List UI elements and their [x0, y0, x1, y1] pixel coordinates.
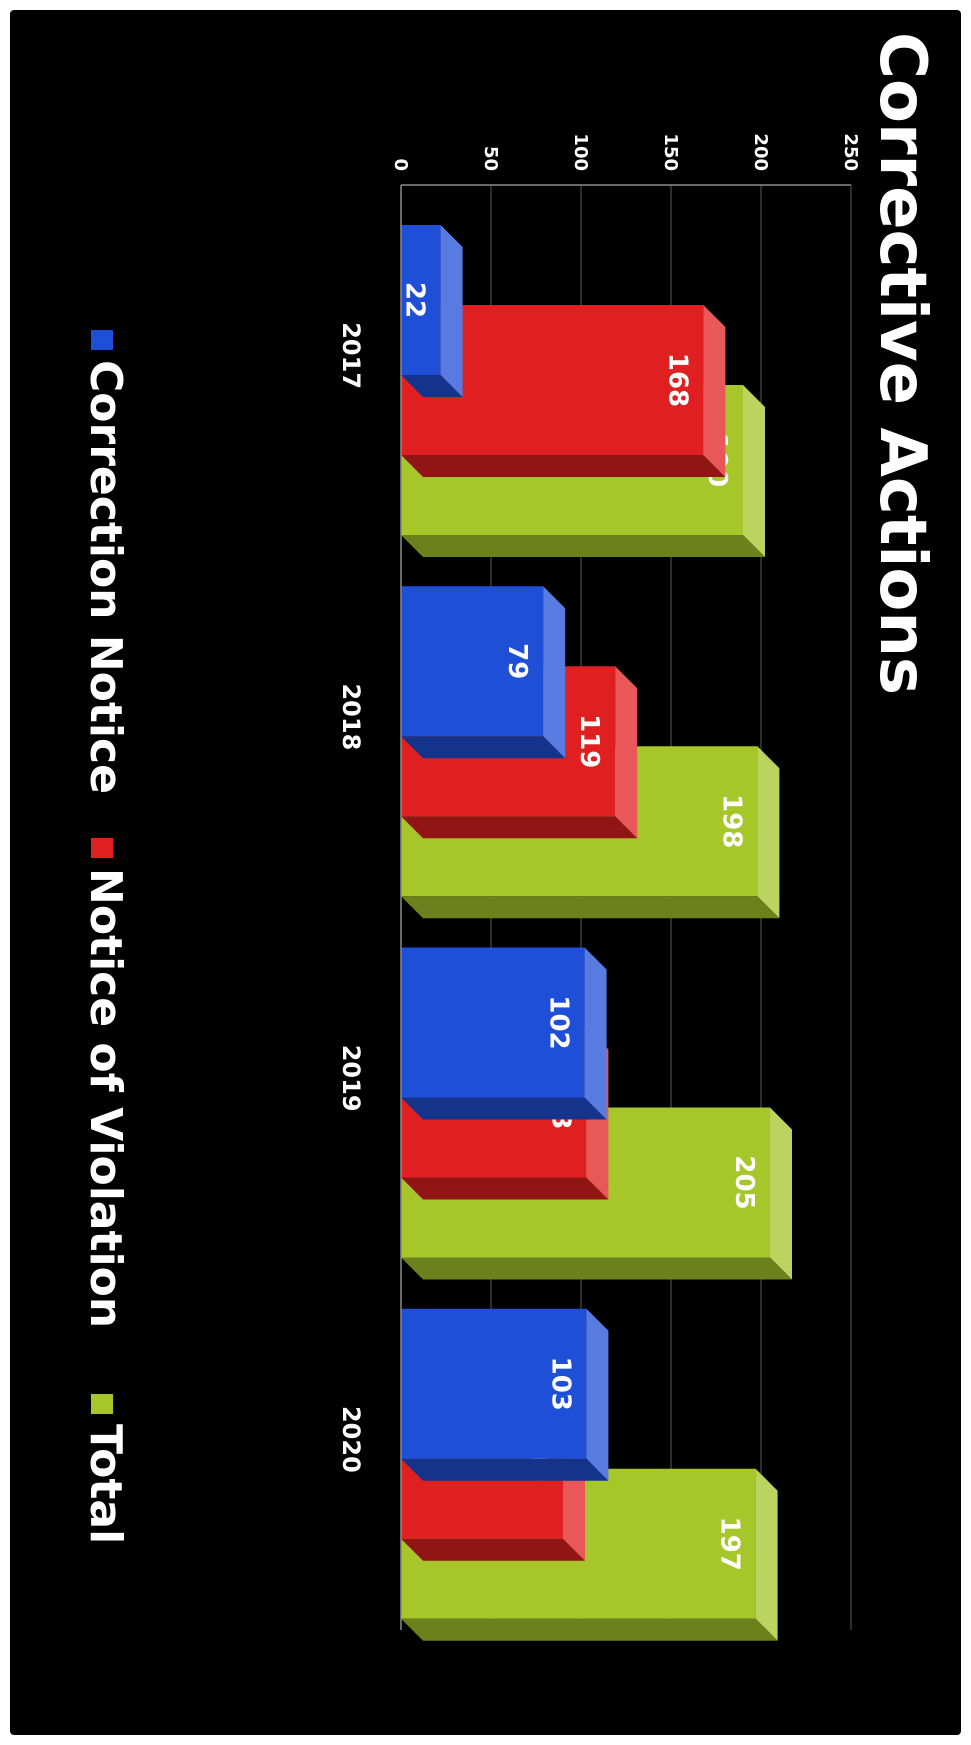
bar-correction-notice-2018: 79: [401, 586, 566, 759]
data-label: 205: [729, 1155, 759, 1209]
bar-side: [401, 896, 780, 919]
x-tick-label: 2020: [337, 1406, 365, 1473]
bar-top: [770, 1107, 792, 1280]
data-label: 103: [545, 1357, 575, 1411]
bar-side: [401, 455, 726, 477]
bar-side: [401, 1538, 585, 1561]
data-label: 119: [574, 714, 604, 768]
bar-top: [757, 746, 780, 919]
x-axis: 2017 2018 2019 2020: [337, 185, 402, 1630]
data-label: 102: [544, 995, 574, 1049]
y-axis: 0 50 100 150 200 250: [390, 133, 861, 186]
y-tick-label: 150: [660, 133, 681, 171]
bar-correction-notice-2020: 103: [401, 1308, 609, 1481]
bar-top: [755, 1468, 778, 1641]
y-tick-label: 200: [750, 133, 771, 171]
legend-swatch: [91, 838, 113, 858]
x-tick-label: 2018: [337, 683, 365, 750]
bar-top: [703, 305, 726, 477]
chart-title: Corrective Actions: [865, 32, 939, 695]
bar-side: [401, 1257, 792, 1280]
bar-front: [401, 305, 704, 455]
data-label: 79: [502, 643, 532, 679]
bar-side: [401, 1097, 607, 1120]
bar-correction-notice-2017: 22: [400, 225, 463, 397]
x-tick-label: 2019: [337, 1045, 365, 1112]
bar-front: [401, 947, 585, 1098]
bar-side: [401, 535, 765, 557]
bars: 190168221981197920510310219790103: [400, 225, 792, 1641]
bar-side: [401, 375, 463, 397]
y-tick-label: 250: [840, 133, 861, 171]
legend-label: Correction Notice: [80, 360, 131, 794]
bar-side: [401, 1177, 609, 1200]
bar-top: [615, 666, 638, 839]
data-label: 168: [662, 353, 692, 407]
bar-top: [584, 947, 607, 1120]
bar-top: [543, 586, 566, 759]
y-tick-label: 50: [480, 146, 501, 171]
bar-top: [586, 1308, 609, 1481]
bar-top: [440, 225, 463, 397]
legend: Correction Notice Notice of Violation Tota…: [80, 330, 131, 1544]
bar-side: [401, 816, 638, 839]
bar-side: [401, 1618, 778, 1641]
data-label: 22: [400, 282, 430, 318]
y-tick-label: 100: [570, 133, 591, 171]
legend-notice-of-violation: Notice of Violation: [80, 838, 131, 1328]
bar-front: [400, 225, 441, 375]
x-tick-label: 2017: [337, 322, 365, 389]
legend-total: Total: [80, 1394, 131, 1544]
data-label: 198: [716, 794, 746, 848]
bar-front: [401, 1308, 587, 1459]
y-tick-label: 0: [390, 158, 411, 171]
legend-swatch: [91, 1394, 113, 1414]
legend-label: Notice of Violation: [80, 868, 131, 1328]
bar-notice-of-violation-2017: 168: [401, 305, 726, 477]
data-label: 197: [715, 1517, 745, 1571]
legend-swatch: [91, 330, 113, 350]
legend-label: Total: [80, 1424, 131, 1544]
bar-side: [401, 736, 566, 759]
bar-front: [401, 586, 544, 737]
bar-side: [401, 1458, 609, 1481]
bar-top: [743, 385, 765, 557]
bar-correction-notice-2019: 102: [401, 947, 607, 1120]
legend-correction-notice: Correction Notice: [80, 330, 131, 794]
